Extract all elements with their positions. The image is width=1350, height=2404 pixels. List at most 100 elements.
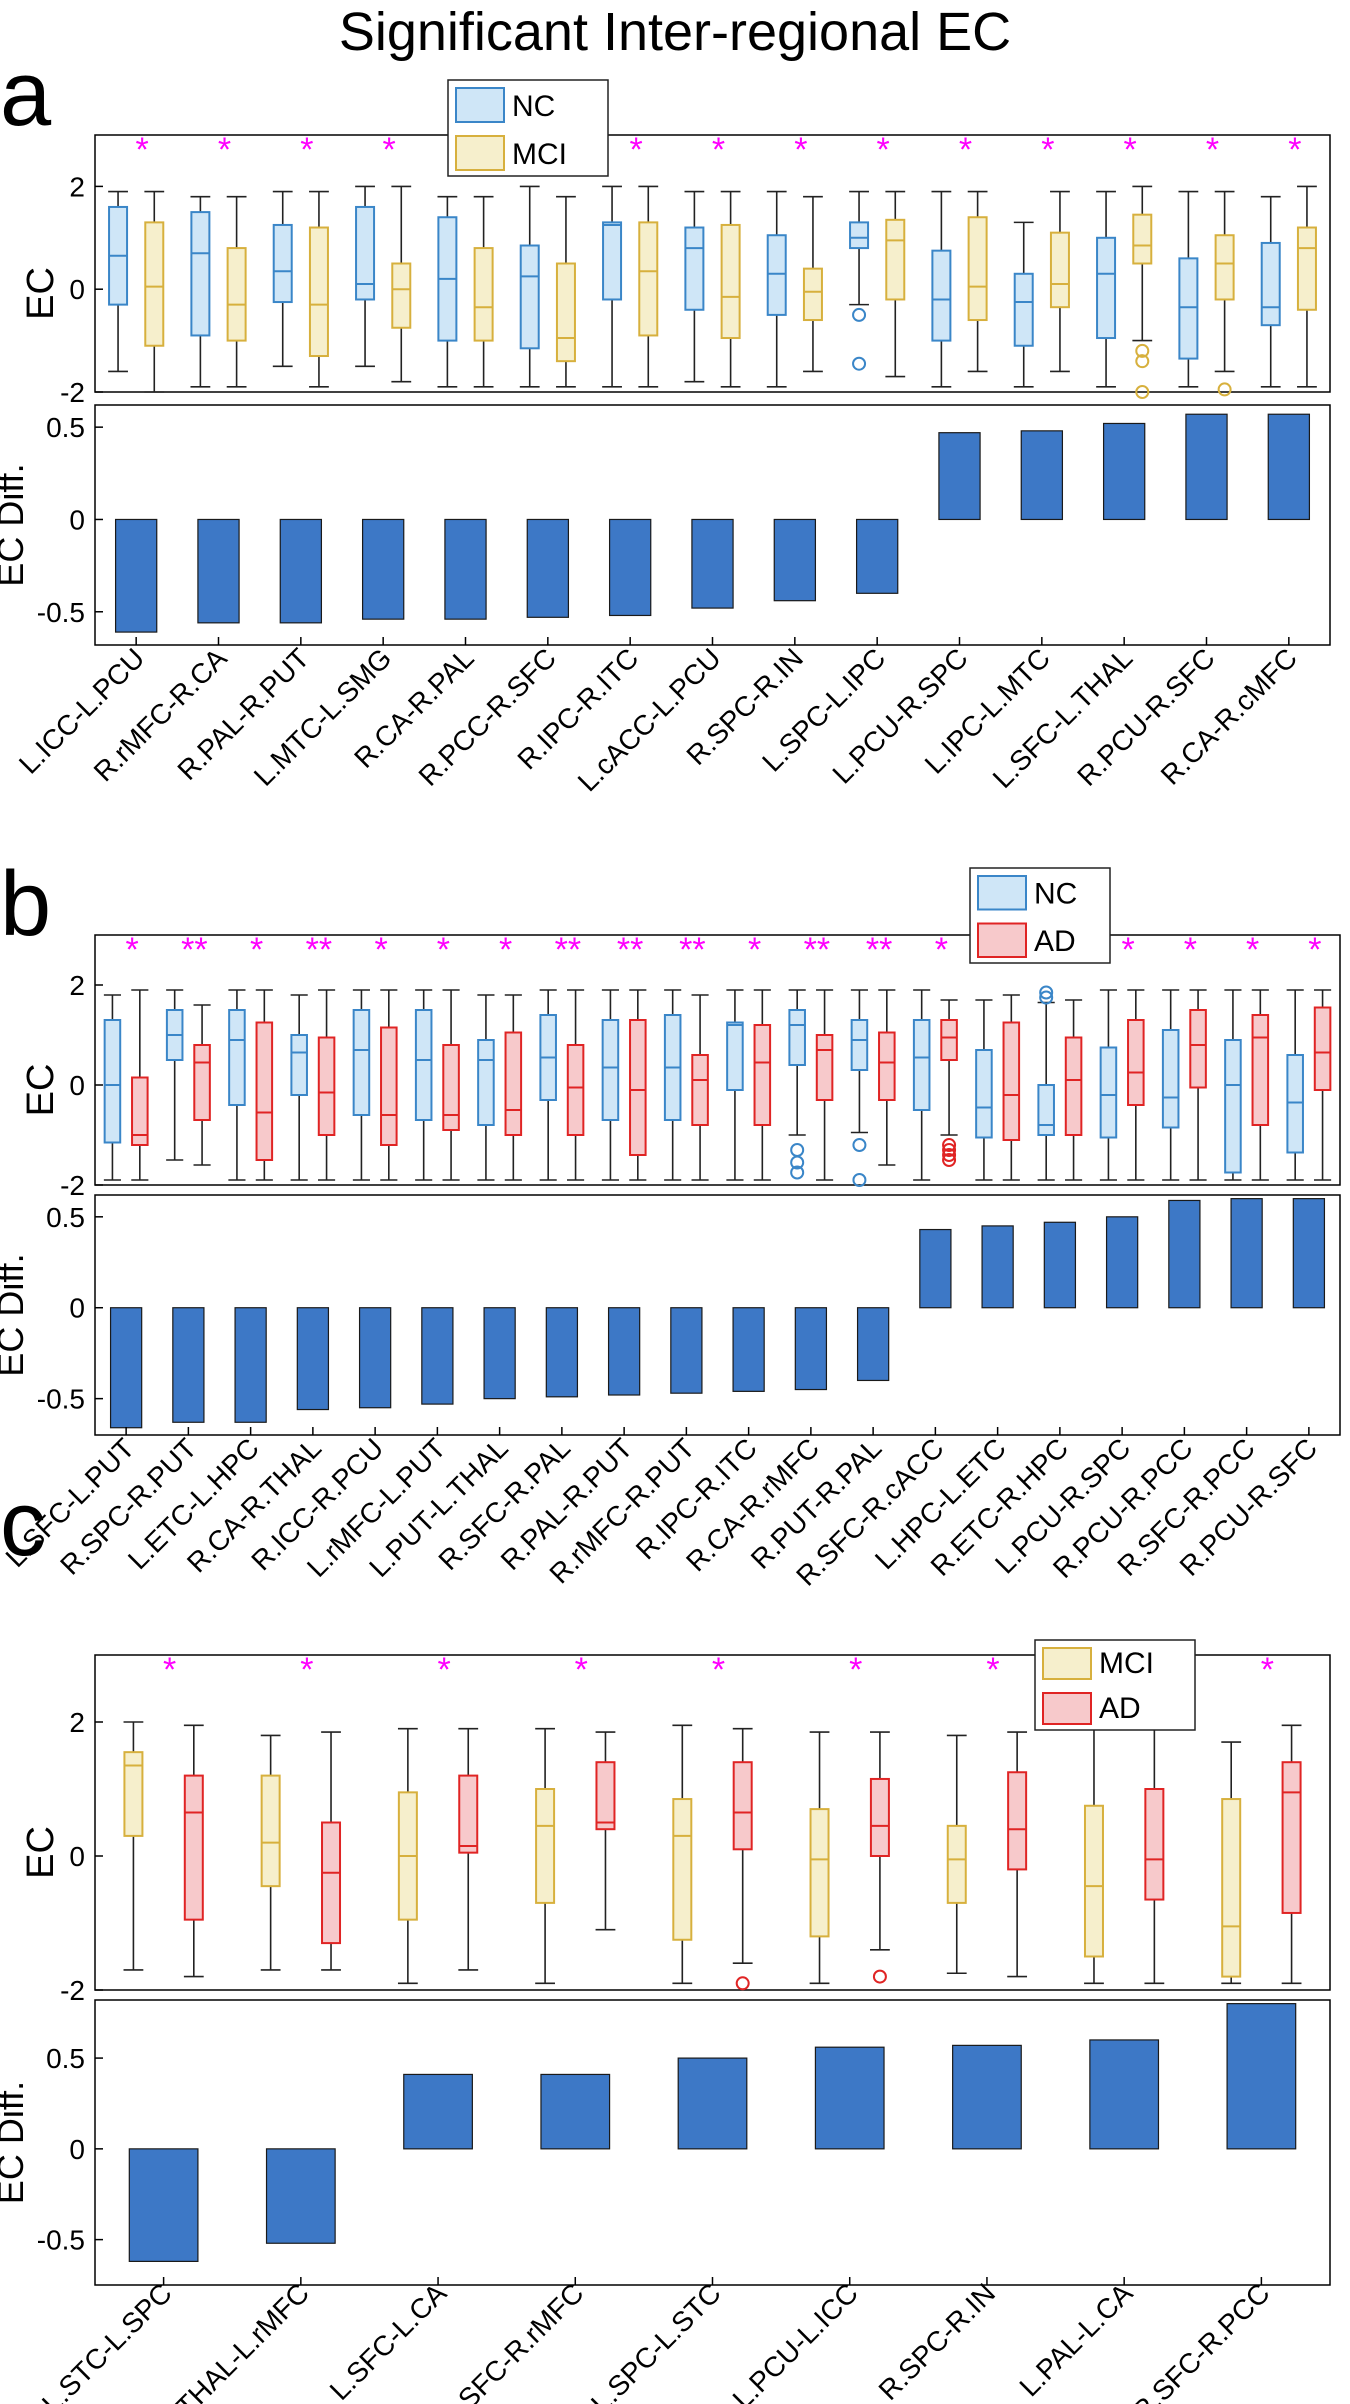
- significance-star: *: [986, 1651, 999, 1689]
- bar-ylabel: EC Diff.: [0, 463, 31, 586]
- diff-bar: [1089, 2039, 1160, 2150]
- panel-letter: b: [0, 853, 51, 955]
- box-ad: [458, 1774, 479, 1854]
- box-nc: [766, 234, 787, 316]
- significance-star: *: [437, 1651, 450, 1689]
- significance-star: *: [300, 131, 313, 169]
- box-ad: [1007, 1771, 1028, 1871]
- significance-star: **: [679, 931, 705, 969]
- box-ad: [878, 1031, 896, 1101]
- box-mci: [802, 267, 823, 322]
- diff-bar: [483, 1307, 516, 1400]
- box-ad: [1144, 1788, 1165, 1901]
- box-nc: [975, 1049, 993, 1139]
- significance-star: *: [1261, 1651, 1274, 1689]
- diff-bar: [1230, 1198, 1263, 1309]
- box-ad: [940, 1019, 958, 1061]
- diff-bar: [794, 1307, 828, 1391]
- box-nc: [290, 1034, 308, 1096]
- boxplot-axes-frame: [94, 934, 1341, 1186]
- panel-letter: c: [0, 1473, 46, 1575]
- box-outlier: [852, 356, 867, 371]
- box-ad: [131, 1076, 149, 1146]
- boxplot-ytick-label: 0: [69, 1070, 85, 1101]
- box-nc: [1037, 1084, 1055, 1136]
- category-label: L.THAL-L.rMFC: [153, 2277, 315, 2404]
- box-ad: [753, 1024, 772, 1126]
- significance-star: **: [617, 931, 643, 969]
- box-nc: [601, 1019, 620, 1121]
- box-nc: [414, 1009, 433, 1121]
- box-nc: [931, 249, 952, 342]
- box-ad: [1002, 1021, 1021, 1141]
- diff-bar: [856, 1307, 890, 1382]
- boxplot-ytick-label: 2: [69, 1707, 85, 1738]
- diff-bar: [279, 518, 323, 624]
- diff-bar: [855, 518, 899, 594]
- boxplot-ytick-label: 0: [69, 274, 85, 305]
- legend-swatch-nc: [977, 875, 1027, 911]
- diff-bar: [1226, 2003, 1297, 2150]
- diff-bar: [172, 1307, 205, 1423]
- boxplot-axes-frame: [94, 1654, 1331, 1991]
- box-mci: [144, 221, 165, 347]
- box-nc: [684, 226, 705, 311]
- bar-ylabel: EC Diff.: [0, 2081, 31, 2204]
- significance-star: *: [1288, 131, 1301, 169]
- category-label: L.PCU-L.ICC: [727, 2277, 864, 2404]
- significance-star: *: [300, 1651, 313, 1689]
- legend-label-ad: AD: [1099, 1692, 1141, 1725]
- significance-star: *: [935, 931, 948, 969]
- box-nc: [1013, 272, 1034, 347]
- significance-star: *: [1206, 131, 1219, 169]
- significance-star: **: [181, 931, 207, 969]
- legend-label-nc: NC: [1034, 878, 1077, 911]
- diff-bar: [1102, 422, 1146, 521]
- panel-b: b20-2EC***************************NCAD0.…: [0, 853, 1341, 1592]
- bar-ytick-label: -0.5: [37, 597, 85, 628]
- significance-star: *: [1122, 931, 1135, 969]
- diff-bar: [952, 2044, 1022, 2150]
- box-outlier: [1135, 354, 1150, 369]
- diff-bar: [421, 1307, 454, 1405]
- box-nc: [519, 244, 540, 350]
- diff-bar: [773, 518, 817, 602]
- box-outlier: [1217, 382, 1232, 397]
- box-mci: [260, 1774, 281, 1888]
- diff-bar: [919, 1228, 952, 1309]
- box-mci: [1214, 234, 1235, 301]
- box-mci: [555, 262, 576, 363]
- boxplot-ytick-label: 0: [69, 1841, 85, 1872]
- box-mci: [946, 1824, 967, 1904]
- diff-bar: [540, 2073, 611, 2150]
- significance-star: *: [1246, 931, 1259, 969]
- bar-axes-frame: [94, 1194, 1341, 1436]
- box-mci: [535, 1788, 556, 1904]
- box-outlier: [735, 1976, 750, 1991]
- significance-star: *: [136, 131, 149, 169]
- box-outlier: [942, 1153, 957, 1167]
- legend-label-ad: AD: [1034, 925, 1076, 958]
- box-mci: [809, 1808, 830, 1938]
- boxplot-axes-frame: [94, 134, 1331, 393]
- bar-ytick-label: 0: [69, 504, 85, 535]
- box-nc: [1286, 1054, 1304, 1154]
- diff-bar: [1267, 413, 1311, 521]
- diff-bar: [265, 2148, 336, 2244]
- box-mci: [1221, 1798, 1242, 1978]
- diff-bar: [670, 1307, 703, 1394]
- box-nc: [272, 223, 293, 304]
- diff-bar: [358, 1307, 392, 1409]
- box-nc: [849, 221, 870, 250]
- box-mci: [1083, 1804, 1104, 1958]
- box-mci: [720, 223, 741, 340]
- diff-bar: [197, 518, 240, 624]
- box-mci: [885, 218, 906, 301]
- significance-star: *: [163, 1651, 176, 1689]
- significance-star: *: [712, 131, 725, 169]
- box-ad: [1127, 1019, 1145, 1106]
- bar-ylabel: EC Diff.: [0, 1253, 31, 1376]
- legend-swatch-nc: [455, 87, 505, 123]
- category-label: L.SFC-L.CA: [324, 2277, 453, 2404]
